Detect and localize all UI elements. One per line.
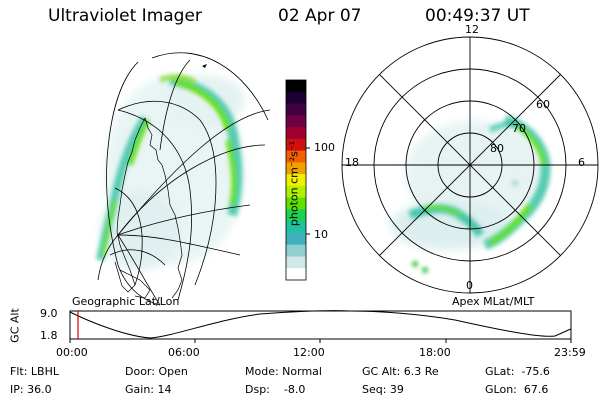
info-gain: Gain: 14 [125, 383, 172, 396]
altitude-tick-low: 1.8 [40, 329, 58, 342]
colorbar-label: photon cm⁻²s⁻¹ [287, 140, 301, 227]
time-label: 00:49:37 UT [425, 6, 530, 26]
time-tick-1800: 18:00 [419, 346, 451, 359]
geographic-map-caption: Geographic Lat/Lon [72, 295, 180, 308]
mlt-label-12: 12 [465, 23, 479, 36]
auroral-emission-polar [390, 120, 545, 250]
auroral-arc-geographic [96, 74, 243, 261]
info-filter: Flt: LBHL [10, 365, 59, 378]
colorbar-cell [286, 221, 306, 234]
altitude-tick-high: 9.0 [40, 307, 58, 320]
colorbar-cell [286, 127, 306, 140]
info-ip: IP: 36.0 [10, 383, 52, 396]
polar-map [341, 36, 599, 294]
time-tick-0000: 00:00 [56, 346, 88, 359]
altitude-curve [69, 310, 572, 339]
instrument-title: Ultraviolet Imager [48, 6, 202, 26]
time-tick-2359: 23:59 [554, 346, 586, 359]
colorbar-cell [286, 91, 306, 105]
lat-label-70: 70 [512, 122, 526, 135]
geographic-grid [97, 52, 271, 306]
colorbar-cell [286, 162, 306, 175]
time-tick-1200: 12:00 [293, 346, 325, 359]
polar-map-caption: Apex MLat/MLT [452, 295, 535, 308]
mlt-label-0: 0 [466, 279, 473, 292]
polar-grid [341, 36, 599, 294]
colorbar-cell [286, 232, 306, 246]
colorbar-cell [286, 244, 306, 257]
info-gc-alt: GC Alt: 6.3 Re [362, 365, 439, 378]
colorbar-cell [286, 150, 306, 163]
colorbar-cell [286, 80, 306, 93]
info-dsp: Dsp: -8.0 [245, 383, 306, 396]
altitude-plot [69, 310, 572, 343]
coastline [114, 117, 183, 299]
auroral-oval-polar [408, 115, 551, 273]
info-seq: Seq: 39 [362, 383, 404, 396]
colorbar [285, 79, 310, 281]
colorbar-cell [286, 256, 306, 269]
mlt-label-18: 18 [345, 156, 359, 169]
info-glat: GLat: -75.6 [485, 365, 550, 378]
island-mark [202, 64, 207, 68]
info-glon: GLon: 67.6 [485, 383, 549, 396]
colorbar-cell [286, 174, 306, 187]
colorbar-cell [286, 138, 306, 152]
info-door: Door: Open [125, 365, 188, 378]
colorbar-cell [286, 185, 306, 199]
colorbar-cell [286, 103, 306, 116]
altitude-axis-title: GC Alt [8, 308, 22, 343]
geographic-map [96, 52, 271, 306]
colorbar-cell [286, 268, 306, 281]
info-mode: Mode: Normal [245, 365, 322, 378]
colorbar-tick-100: 100 [314, 141, 335, 154]
lat-label-80: 80 [490, 142, 504, 155]
time-tick-0600: 06:00 [168, 346, 200, 359]
mlt-label-6: 6 [578, 156, 585, 169]
date-label: 02 Apr 07 [278, 6, 362, 26]
colorbar-cell [286, 209, 306, 222]
lat-label-60: 60 [536, 98, 550, 111]
colorbar-tick-10: 10 [314, 228, 328, 241]
colorbar-cell [286, 197, 306, 210]
colorbar-cell [286, 115, 306, 128]
